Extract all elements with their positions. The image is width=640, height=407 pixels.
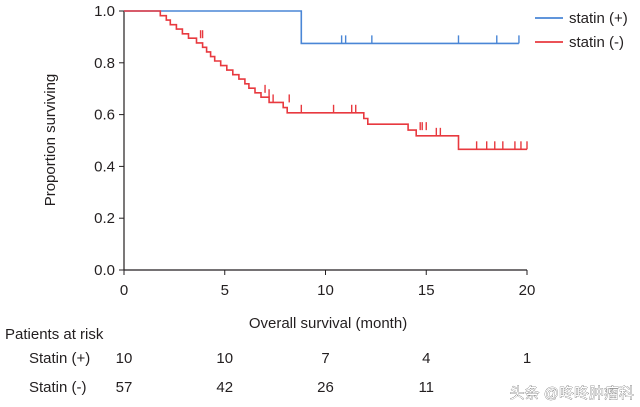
tick-marks: 0.0 0.2 0.4 0.6 0.8 1.0 0 5 10 15 20 (94, 3, 535, 299)
risk-row-label: Statin (-) (29, 379, 87, 396)
risk-count: 42 (216, 379, 233, 396)
series-statin-minus (124, 10, 528, 151)
series-layer (124, 10, 528, 151)
y-tick-label: 0.2 (94, 210, 115, 227)
x-tick-label: 0 (120, 282, 128, 299)
risk-count: 10 (216, 350, 233, 367)
y-tick-label: 0.8 (94, 55, 115, 72)
x-tick-label: 20 (519, 282, 536, 299)
risk-table-title: Patients at risk (5, 326, 104, 343)
risk-table: Statin (+) 10 10 7 4 1 Statin (-) 57 42 26 11 (29, 350, 531, 396)
risk-row-label: Statin (+) (29, 350, 90, 367)
risk-count: 1 (523, 350, 531, 367)
x-tick-label: 10 (317, 282, 334, 299)
y-tick-label: 1.0 (94, 3, 115, 20)
y-tick-label: 0.6 (94, 107, 115, 124)
risk-count: 57 (116, 379, 133, 396)
x-tick-label: 15 (418, 282, 435, 299)
watermark: 头条 @咚咚肿瘤科 (510, 385, 634, 402)
x-tick-label: 5 (221, 282, 229, 299)
legend-label: statin (-) (569, 34, 624, 51)
survival-curve (124, 10, 519, 45)
risk-count: 10 (116, 350, 133, 367)
y-tick-label: 0.0 (94, 262, 115, 279)
legend-label: statin (+) (569, 10, 628, 27)
series-statin-plus (124, 10, 520, 45)
x-axis-label: Overall survival (month) (249, 315, 407, 332)
axes (123, 11, 527, 271)
survival-curve (124, 10, 527, 151)
risk-count: 4 (422, 350, 430, 367)
risk-count: 11 (418, 379, 434, 396)
risk-count: 7 (321, 350, 329, 367)
y-axis-label: Proportion surviving (42, 74, 59, 207)
y-tick-label: 0.4 (94, 158, 115, 175)
legend: statin (+) statin (-) (535, 10, 628, 51)
risk-count: 26 (317, 379, 334, 396)
